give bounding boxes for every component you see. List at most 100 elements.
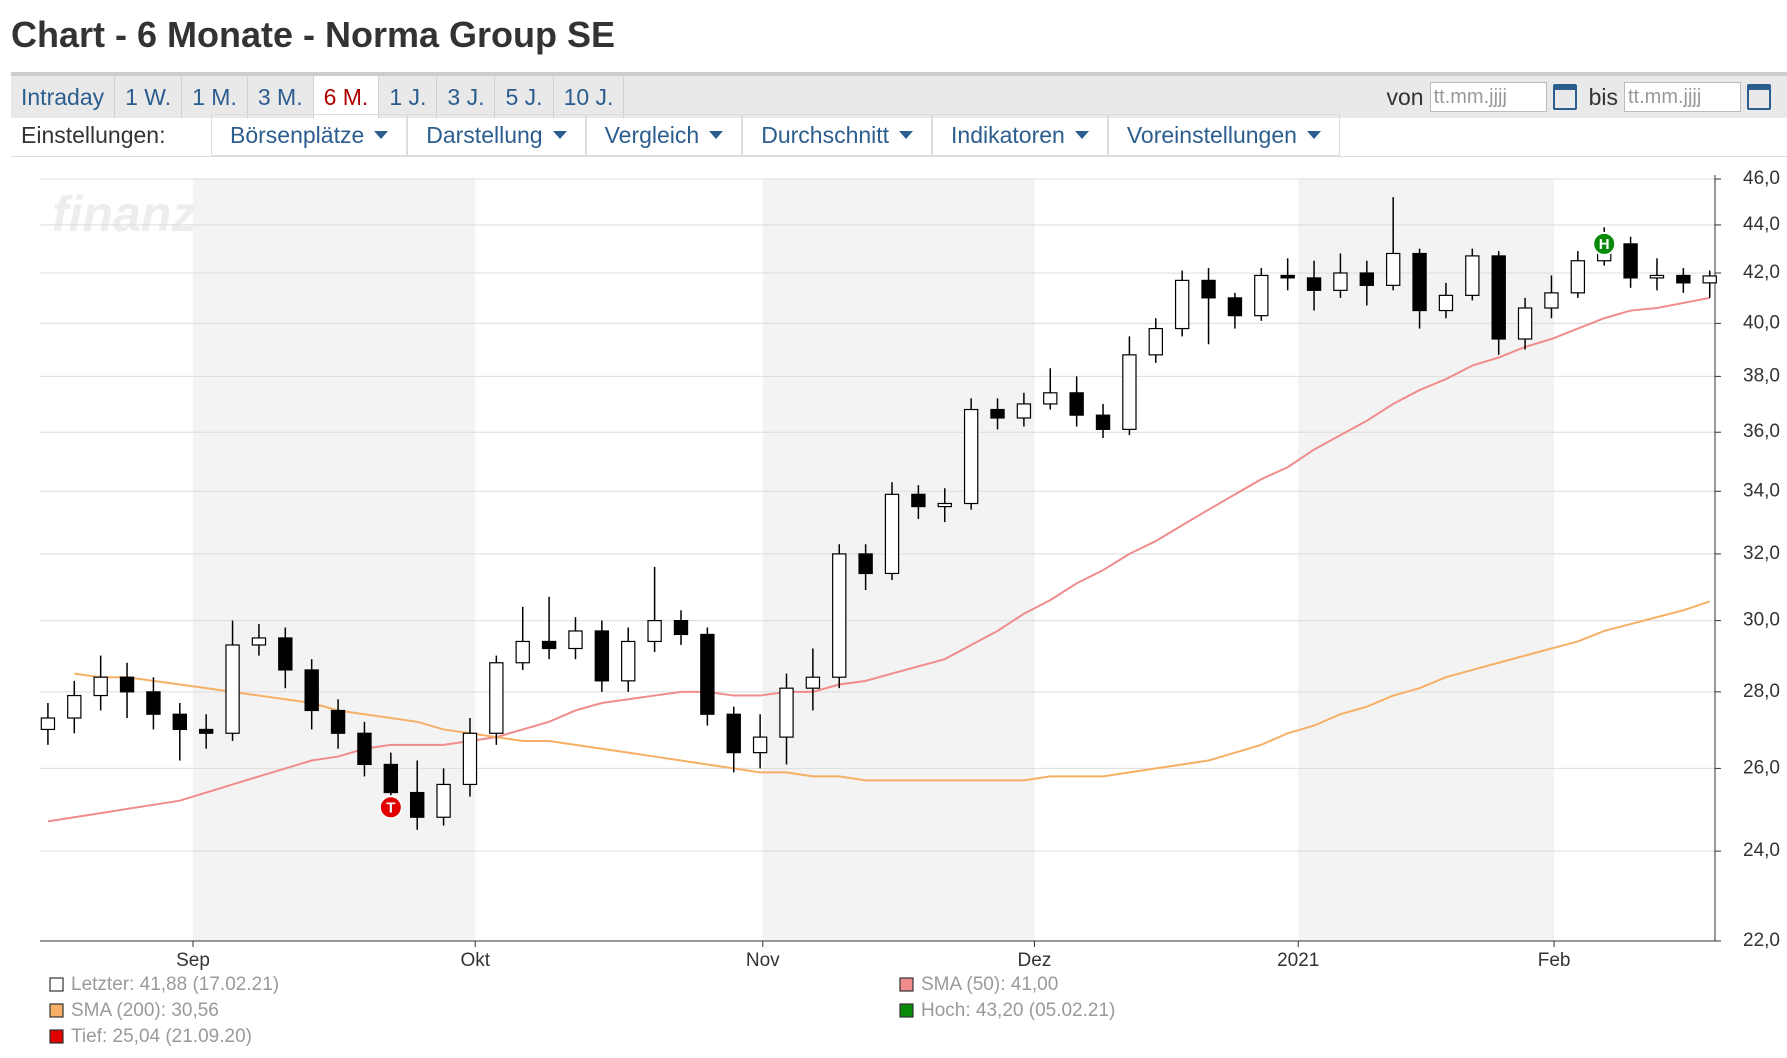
calendar-icon[interactable]	[1747, 84, 1771, 110]
settings-menu[interactable]: Voreinstellungen	[1107, 114, 1340, 156]
extreme-marker	[378, 795, 403, 820]
candle-body	[1517, 307, 1533, 340]
candle-body	[330, 709, 346, 734]
y-tick-label: 42,0	[1743, 262, 1780, 283]
candle-body	[1359, 272, 1375, 286]
candle-body	[410, 791, 425, 818]
period-tab[interactable]: 1 J.	[379, 76, 438, 118]
dropdown-arrow	[709, 131, 724, 139]
candle-body	[1122, 354, 1137, 430]
period-tab[interactable]: 3 M.	[248, 76, 314, 118]
candle-body	[198, 728, 214, 734]
candle-body	[1280, 274, 1295, 279]
legend-swatch	[49, 1003, 64, 1018]
candle-body	[278, 637, 293, 671]
y-tick-label: 32,0	[1743, 543, 1780, 564]
candle-body	[1306, 277, 1322, 291]
candle-body	[832, 553, 847, 678]
candle-body	[1254, 274, 1269, 317]
settings-menu[interactable]: Durchschnitt	[742, 114, 933, 156]
x-tick-label: Nov	[746, 950, 780, 971]
candle-body	[1702, 275, 1717, 284]
legend-label: SMA (200): 30,56	[71, 1000, 219, 1021]
legend-swatch	[49, 1029, 64, 1044]
y-tick-label: 38,0	[1743, 365, 1780, 386]
settings-menu[interactable]: Darstellung	[407, 114, 586, 156]
month-band	[192, 179, 476, 941]
menu-label: Darstellung	[426, 122, 543, 148]
candle-body	[1544, 292, 1559, 309]
candle-body	[1227, 297, 1243, 317]
settings-menu[interactable]: Indikatoren	[932, 114, 1108, 156]
candle-body	[1465, 255, 1480, 296]
candle-body	[304, 669, 319, 712]
marker-label: T	[386, 799, 395, 816]
y-tick-label: 34,0	[1743, 480, 1780, 501]
candle-body	[172, 713, 187, 731]
y-tick-label: 44,0	[1743, 214, 1780, 235]
settings-menu[interactable]: Vergleich	[585, 114, 743, 156]
settings-bar: Einstellungen: Börsenplätze Darstellung Ver…	[11, 114, 1787, 157]
x-tick-label: Okt	[460, 950, 490, 971]
candle-body	[647, 619, 662, 643]
candle-body	[93, 676, 108, 697]
menu-label: Voreinstellungen	[1126, 122, 1297, 148]
candle-body	[858, 553, 873, 575]
legend-swatch	[49, 977, 64, 992]
period-tab[interactable]: 3 J.	[437, 76, 496, 118]
candle-body	[673, 619, 689, 636]
settings-label: Einstellungen:	[21, 121, 166, 148]
legend-label: SMA (50): 41,00	[921, 974, 1058, 995]
candle-body	[1333, 272, 1348, 291]
candle-body	[515, 640, 530, 664]
period-tab[interactable]: 1 W.	[115, 76, 183, 118]
candle-body	[436, 783, 451, 818]
menu-label: Vergleich	[604, 122, 700, 148]
dropdown-arrow	[1306, 131, 1321, 139]
period-tab[interactable]: 10 J.	[554, 76, 625, 118]
candle-body	[1016, 403, 1032, 419]
period-tab[interactable]: 6 M.	[313, 76, 380, 118]
candle-body	[621, 640, 636, 682]
candle-body	[594, 630, 610, 682]
sma-line	[74, 600, 1711, 782]
page-title: Chart - 6 Monate - Norma Group SE	[11, 14, 616, 55]
marker-label: H	[1599, 236, 1610, 253]
settings-menu[interactable]: Börsenplätze	[211, 114, 408, 156]
from-date-input[interactable]: tt.mm.jjjj	[1429, 82, 1547, 112]
legend-label: Tief: 25,04 (21.09.20)	[71, 1026, 252, 1047]
legend-swatch	[899, 1003, 914, 1018]
candle-body	[1649, 274, 1665, 279]
candle-body	[779, 687, 794, 738]
candle-body	[1412, 252, 1427, 312]
candle-body	[383, 763, 399, 794]
period-tab[interactable]: Intraday	[11, 76, 116, 118]
legend-label: Letzter: 41,88 (17.02.21)	[71, 974, 279, 995]
candle-body	[752, 736, 768, 754]
period-tab[interactable]: 1 M.	[182, 76, 248, 118]
candle-body	[462, 732, 478, 786]
dropdown-arrow	[374, 131, 389, 139]
y-tick-label: 24,0	[1743, 840, 1780, 861]
legend-label: Hoch: 43,20 (05.02.21)	[921, 1000, 1115, 1021]
candle-body	[146, 691, 161, 715]
candle-body	[911, 493, 926, 508]
candle-body	[1570, 260, 1586, 294]
calendar-icon[interactable]	[1552, 84, 1577, 110]
candle-body	[67, 694, 82, 719]
y-tick-label: 22,0	[1743, 930, 1780, 951]
candle-body	[1174, 279, 1190, 330]
period-tab[interactable]: 5 J.	[495, 76, 554, 118]
candle-body	[937, 502, 952, 508]
dropdown-arrow	[1074, 131, 1089, 139]
to-date-input[interactable]: tt.mm.jjjj	[1624, 82, 1741, 112]
from-label: von	[1386, 83, 1424, 110]
x-tick-label: Dez	[1018, 950, 1052, 971]
legend-swatch	[899, 977, 914, 992]
y-tick-label: 36,0	[1743, 421, 1780, 442]
candle-body	[40, 717, 56, 731]
menu-label: Börsenplätze	[230, 122, 365, 148]
candle-body	[1148, 327, 1163, 356]
